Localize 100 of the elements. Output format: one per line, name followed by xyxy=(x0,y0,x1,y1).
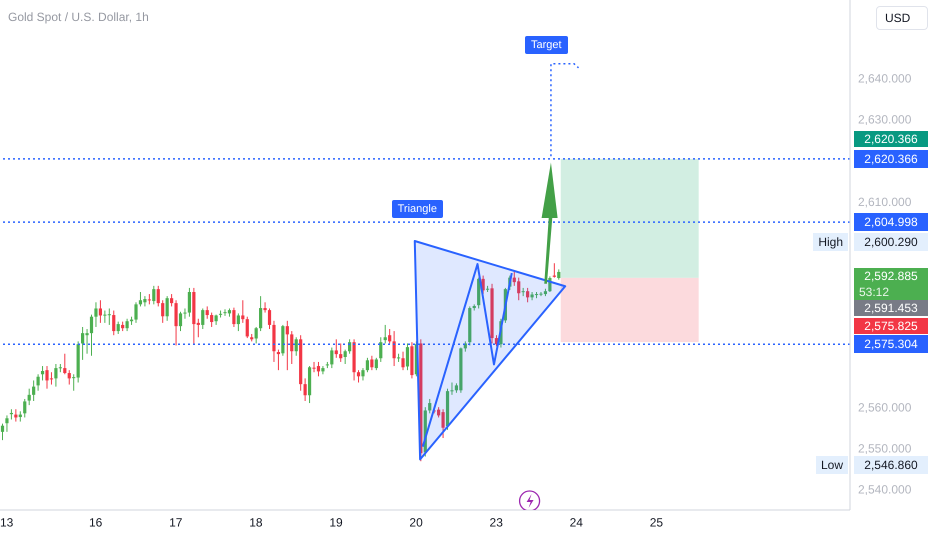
annotation: Triangle xyxy=(392,200,443,218)
x-tick-label: 13 xyxy=(0,516,14,530)
candlestick xyxy=(290,330,294,364)
x-tick-label: 25 xyxy=(650,516,664,530)
candlestick xyxy=(178,311,182,332)
text: USD xyxy=(876,6,928,30)
candlestick xyxy=(94,302,98,328)
x-tick-label: 23 xyxy=(490,516,504,530)
x-tick-label: 24 xyxy=(570,516,584,530)
candlestick xyxy=(268,308,272,330)
candlestick xyxy=(206,306,209,320)
candlestick xyxy=(361,368,365,381)
candlestick xyxy=(236,312,240,332)
candlestick xyxy=(374,357,378,371)
candlestick xyxy=(23,398,26,418)
candlestick xyxy=(246,316,249,339)
text: 2,620.366 xyxy=(854,131,928,147)
candlestick xyxy=(406,342,410,371)
candlestick xyxy=(32,380,36,402)
candlestick xyxy=(50,372,54,386)
candlestick xyxy=(152,285,156,305)
candlestick xyxy=(40,366,44,381)
candlestick xyxy=(557,268,560,280)
candlestick xyxy=(156,285,160,307)
candlestick xyxy=(396,353,400,362)
candlestick xyxy=(379,336,382,362)
annotation: Low xyxy=(816,456,848,474)
candlestick xyxy=(201,308,204,330)
candlestick xyxy=(294,336,298,356)
candlestick xyxy=(312,361,316,373)
candlestick xyxy=(112,310,116,336)
candlestick xyxy=(183,308,187,320)
candlestick xyxy=(344,349,347,364)
candlestick xyxy=(552,262,556,278)
candlestick xyxy=(108,308,111,326)
candlestick xyxy=(14,408,18,422)
candlestick xyxy=(126,318,129,332)
candlestick xyxy=(263,302,267,314)
candlestick xyxy=(161,300,164,324)
candlestick xyxy=(464,340,467,352)
candlestick xyxy=(116,321,120,334)
candlestick xyxy=(428,398,432,414)
annotation: Target xyxy=(525,36,568,54)
y-tick-label: 2,630.000 xyxy=(858,112,912,127)
candlestick xyxy=(334,338,338,358)
ref-line-label: 2,620.366 xyxy=(854,150,928,168)
candlestick xyxy=(548,276,552,293)
candlestick xyxy=(81,326,84,360)
x-tick-label: 16 xyxy=(89,516,103,530)
x-tick-label: 17 xyxy=(169,516,183,530)
candlestick xyxy=(98,300,102,324)
candlestick xyxy=(241,300,244,324)
text: 53:12 xyxy=(854,284,928,300)
candlestick xyxy=(0,423,4,441)
candlestick xyxy=(276,349,280,371)
ref-line-label: 2,604.998 xyxy=(854,213,928,232)
candlestick xyxy=(356,370,360,383)
candlestick xyxy=(121,321,124,332)
candlestick xyxy=(68,370,71,386)
candlestick xyxy=(526,287,530,303)
candlestick xyxy=(36,374,40,392)
y-tick-label: 2,560.000 xyxy=(858,400,912,414)
candlestick xyxy=(330,347,334,369)
text: 2,591.453 xyxy=(854,300,928,316)
candlestick xyxy=(388,328,392,344)
candlestick xyxy=(134,302,138,324)
y-tick-label: 2,640.000 xyxy=(858,71,912,86)
candlestick xyxy=(401,351,405,371)
candlestick xyxy=(259,296,262,332)
text: 2,592.885 xyxy=(854,268,928,284)
annotation: High xyxy=(813,233,848,251)
candlestick xyxy=(210,312,214,328)
text: 2,600.290 xyxy=(854,233,928,251)
x-tick-label: 18 xyxy=(249,516,263,530)
text: 2,546.860 xyxy=(854,456,928,474)
candlestick xyxy=(441,408,445,439)
candlestick xyxy=(339,342,342,362)
candlestick xyxy=(143,296,147,307)
candlestick xyxy=(304,378,307,402)
candlestick xyxy=(286,320,289,371)
candlestick xyxy=(90,314,94,356)
candlestick xyxy=(166,296,169,322)
candlestick xyxy=(28,388,31,406)
candlestick xyxy=(18,410,22,422)
candlestick xyxy=(54,363,58,388)
candlestick xyxy=(188,287,192,318)
candlestick xyxy=(138,292,142,307)
candlestick xyxy=(45,366,49,390)
candlestick xyxy=(170,294,174,307)
candlestick xyxy=(254,326,258,344)
text: Gold Spot / U.S. Dollar, 1h xyxy=(8,10,149,24)
candlestick xyxy=(85,328,89,354)
text: 2,575.825 xyxy=(854,318,928,334)
y-tick-label: 2,610.000 xyxy=(858,194,912,209)
y-tick-label: 2,540.000 xyxy=(858,482,912,497)
candlestick xyxy=(370,355,374,371)
candlestick xyxy=(384,324,387,344)
candlestick xyxy=(366,357,370,373)
candlestick xyxy=(316,361,320,377)
ref-line-label: 2,575.304 xyxy=(854,335,928,354)
